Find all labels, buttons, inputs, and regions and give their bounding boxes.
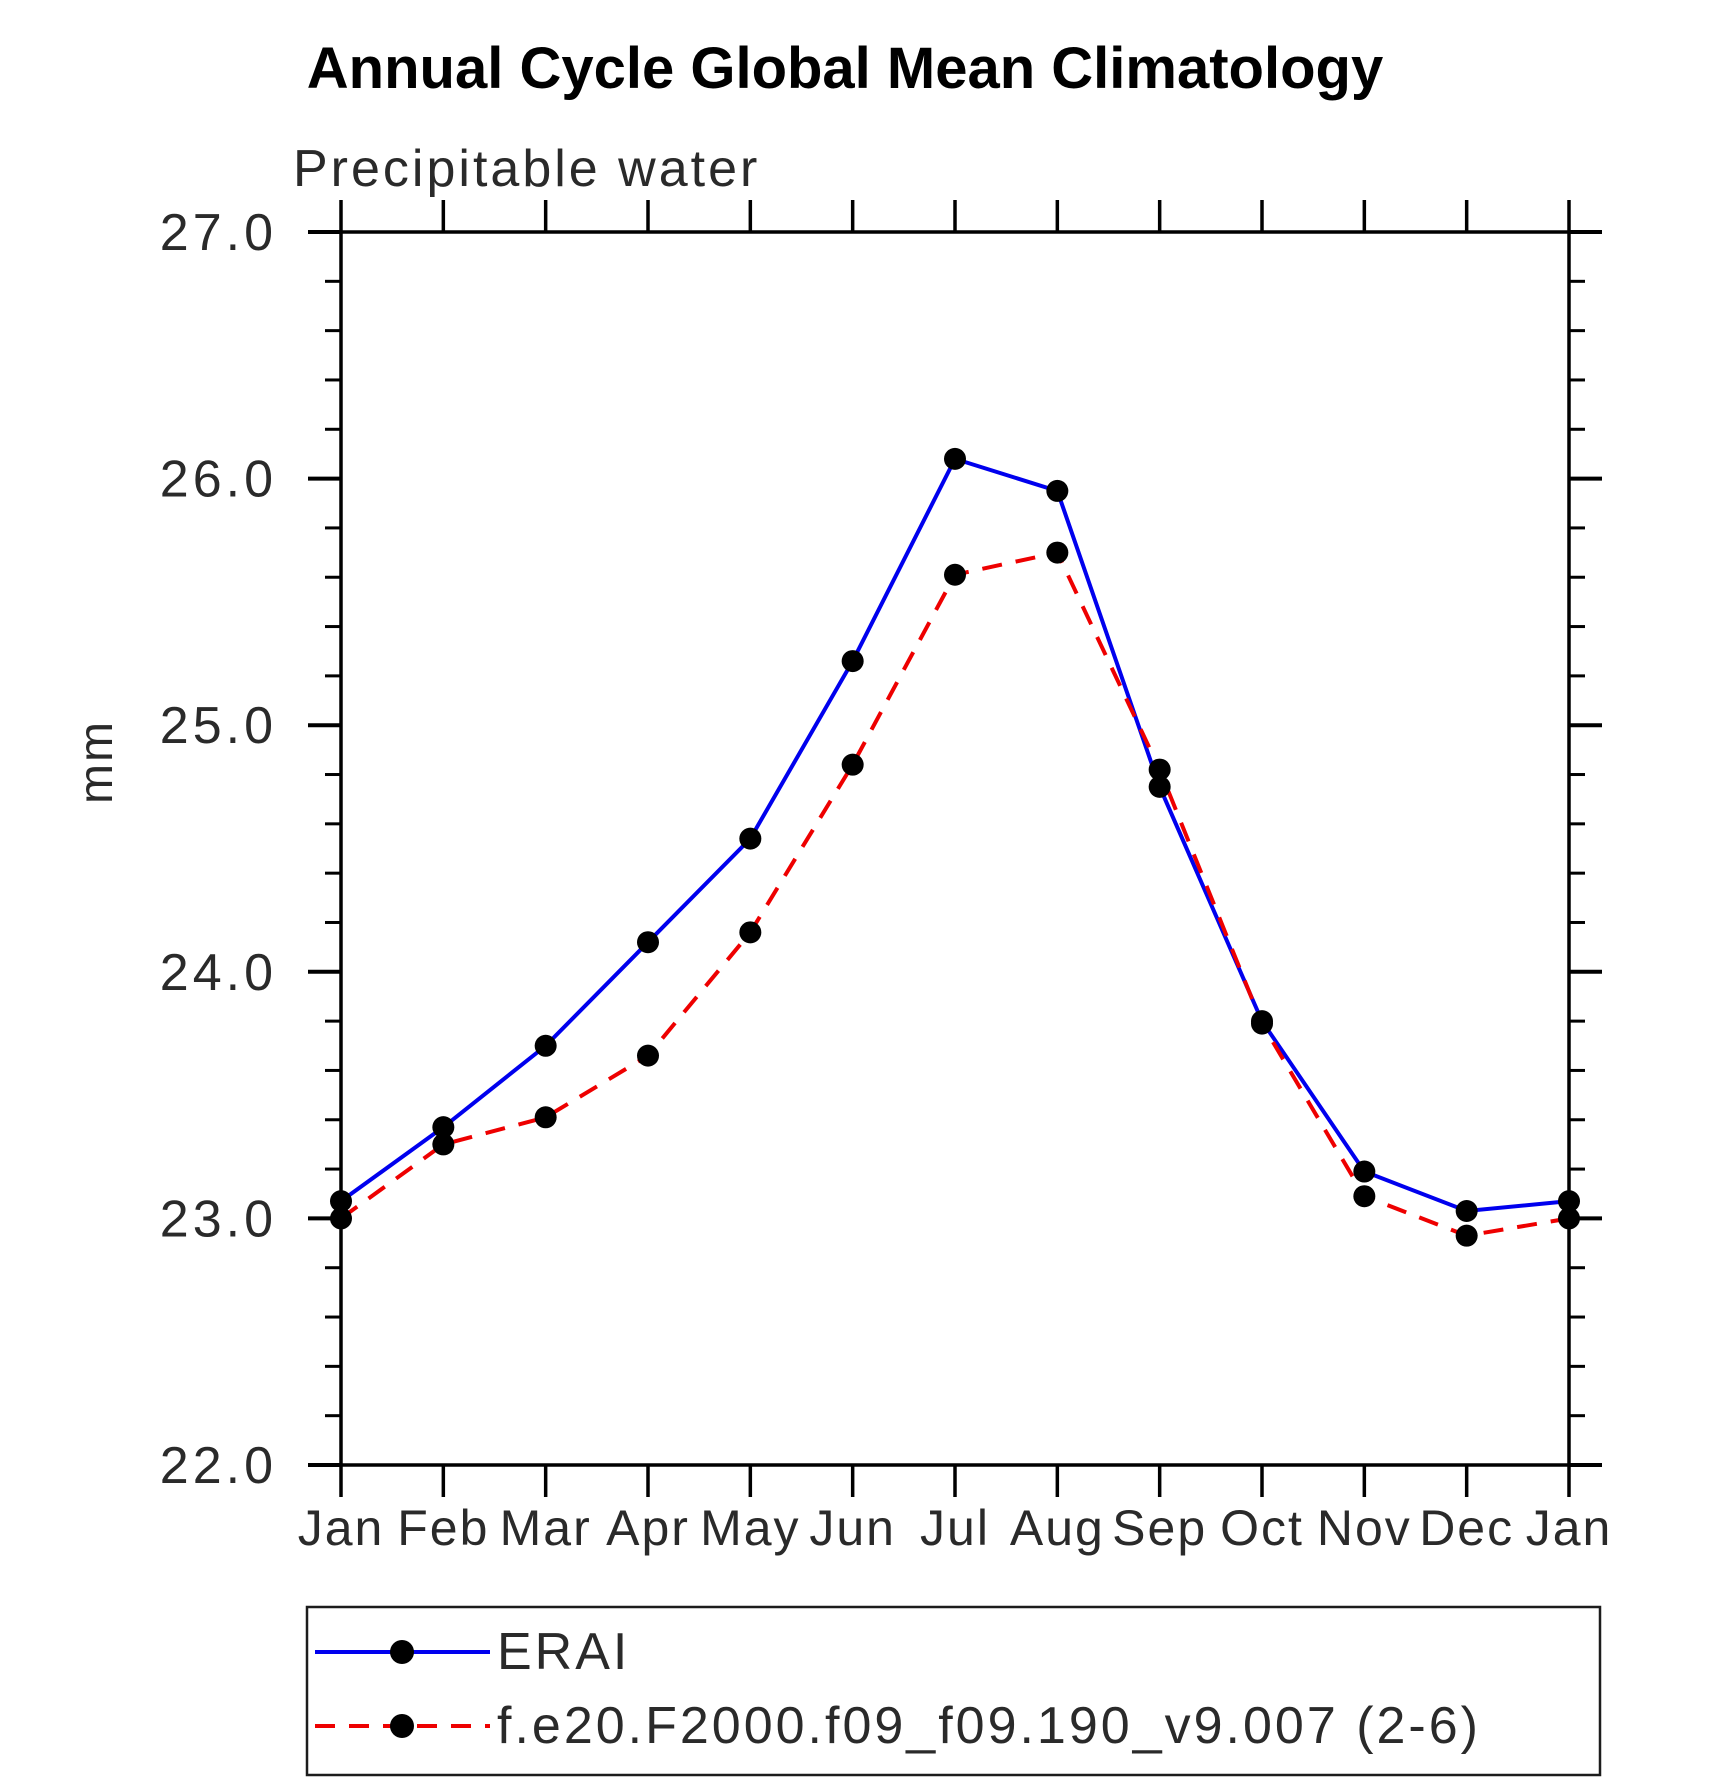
data-point-model [1251, 1012, 1273, 1035]
y-axis-tick-labels: 22.0 23.0 24.0 25.0 26.0 27.0 [160, 204, 277, 1495]
x-tick-label: Oct [1220, 1500, 1304, 1556]
data-point-erai [1455, 1200, 1478, 1223]
data-point-model [432, 1133, 455, 1156]
x-tick-label: Jul [920, 1500, 990, 1556]
data-point-erai [637, 931, 659, 954]
data-point-model [944, 563, 966, 586]
data-point-erai [1353, 1160, 1376, 1183]
plot-series [330, 447, 1580, 1247]
y-tick-label: 23.0 [160, 1190, 277, 1248]
x-tick-label: Feb [397, 1500, 489, 1556]
data-point-erai [534, 1034, 557, 1057]
y-axis-label: mm [70, 720, 123, 804]
series-line-model [339, 550, 1570, 1238]
data-point-model [1046, 541, 1069, 564]
data-point-model [534, 1106, 557, 1129]
data-point-model [841, 753, 864, 776]
data-point-model [739, 921, 762, 944]
x-tick-label: Nov [1317, 1500, 1412, 1556]
data-point-model [637, 1044, 659, 1067]
y-tick-label: 27.0 [160, 204, 277, 262]
x-tick-label: Jan [298, 1500, 385, 1556]
x-tick-label: Dec [1419, 1500, 1514, 1556]
data-point-erai [330, 1190, 352, 1213]
data-point-model [330, 1207, 352, 1230]
legend-label-model: f.e20.F2000.f09_f09.190_v9.007 (2-6) [497, 1697, 1481, 1755]
x-axis-tick-labels: Jan Feb Mar Apr May Jun Jul Aug Sep Oct Nov Dec Jan [298, 1500, 1613, 1556]
data-point-erai [841, 650, 864, 673]
chart-title: Annual Cycle Global Mean Climatology [307, 36, 1383, 101]
x-tick-label: May [700, 1500, 800, 1556]
x-tick-label: Aug [1010, 1500, 1105, 1556]
data-point-model [1148, 758, 1171, 781]
data-point-erai [1148, 775, 1171, 798]
legend-marker-erai [390, 1640, 414, 1664]
data-point-model [1353, 1185, 1376, 1208]
data-point-erai [1046, 479, 1069, 502]
y-tick-label: 26.0 [160, 451, 277, 509]
legend-marker-model [390, 1714, 414, 1738]
plot-frame [339, 230, 1571, 1467]
x-tick-label: Mar [500, 1500, 592, 1556]
x-tick-label: Jun [809, 1500, 896, 1556]
data-point-erai [944, 447, 966, 470]
y-tick-label: 24.0 [160, 944, 277, 1002]
data-point-erai [432, 1116, 455, 1139]
data-point-erai [1558, 1190, 1580, 1213]
legend-label-erai: ERAI [497, 1623, 630, 1681]
legend: ERAI f.e20.F2000.f09_f09.190_v9.007 (2-6… [305, 1605, 1602, 1777]
x-tick-label: Jan [1526, 1500, 1613, 1556]
x-tick-label: Sep [1112, 1500, 1207, 1556]
x-tick-label: Apr [606, 1500, 690, 1556]
data-point-model [1558, 1207, 1580, 1230]
axis-ticks [308, 200, 1602, 1497]
y-tick-label: 25.0 [160, 697, 277, 755]
legend-box [305, 1605, 1602, 1777]
y-tick-label: 22.0 [160, 1437, 277, 1495]
data-point-model [1455, 1224, 1478, 1247]
data-point-erai [739, 827, 762, 850]
chart-subtitle: Precipitable water [293, 140, 760, 198]
